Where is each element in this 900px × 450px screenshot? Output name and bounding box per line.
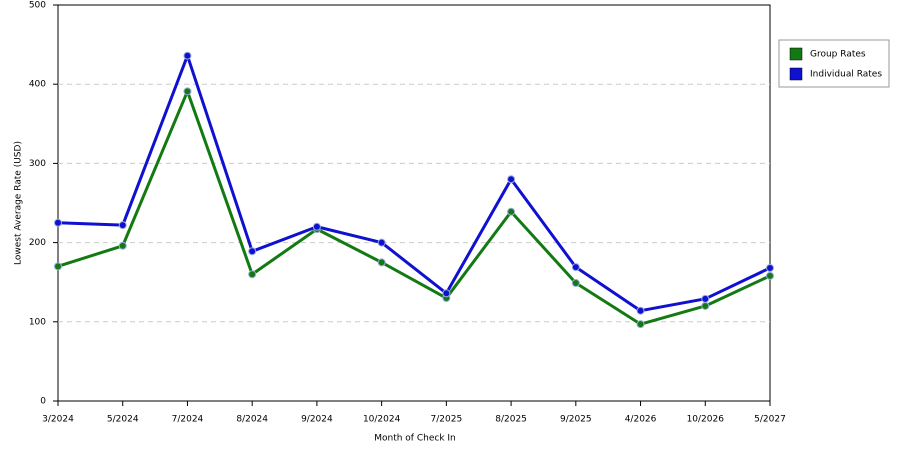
data-point: [507, 207, 516, 216]
x-tick-label: 8/2024: [236, 415, 268, 425]
x-tick-label: 10/2026: [687, 415, 725, 425]
legend-label: Individual Rates: [810, 70, 882, 80]
y-tick-label: 400: [29, 80, 46, 90]
x-tick-label: 9/2025: [560, 415, 592, 425]
y-tick-label: 300: [29, 159, 46, 169]
data-point: [636, 320, 645, 329]
y-tick-label: 100: [29, 317, 46, 327]
data-point: [636, 306, 645, 315]
x-tick-label: 9/2024: [301, 415, 333, 425]
data-point: [183, 87, 192, 96]
legend-swatch: [789, 47, 803, 61]
x-tick-label: 8/2025: [495, 415, 527, 425]
data-point: [54, 218, 62, 227]
y-tick-label: 500: [29, 1, 46, 11]
x-tick-label: 5/2024: [107, 415, 139, 425]
data-point: [377, 258, 386, 267]
legend-label: Group Rates: [810, 50, 866, 60]
data-point: [701, 301, 710, 310]
data-point: [766, 263, 774, 272]
x-tick-label: 10/2024: [363, 415, 401, 425]
data-point: [571, 278, 580, 287]
x-tick-label: 7/2025: [431, 415, 463, 425]
x-axis-label: Month of Check In: [374, 434, 456, 444]
y-tick-label: 200: [29, 238, 46, 248]
data-point: [701, 294, 710, 303]
series-line: [57, 89, 771, 326]
data-point: [118, 241, 127, 250]
x-tick-label: 4/2026: [625, 415, 657, 425]
data-point: [54, 262, 62, 271]
data-point: [183, 51, 192, 60]
plot-frame: [57, 4, 771, 402]
data-point: [571, 263, 580, 272]
x-tick-label: 5/2027: [754, 415, 786, 425]
data-point: [377, 238, 386, 247]
data-point: [118, 221, 127, 230]
data-point: [248, 270, 257, 279]
data-point: [766, 271, 774, 280]
legend-swatch: [789, 67, 803, 81]
data-point: [442, 289, 451, 298]
y-axis-label: Lowest Average Rate (USD): [14, 141, 24, 265]
x-tick-label: 7/2024: [172, 415, 204, 425]
data-point: [312, 222, 321, 231]
series-line: [57, 54, 771, 313]
data-point: [507, 175, 516, 184]
y-tick-label: 0: [40, 397, 46, 407]
x-tick-label: 3/2024: [42, 415, 74, 425]
data-point: [248, 247, 257, 256]
